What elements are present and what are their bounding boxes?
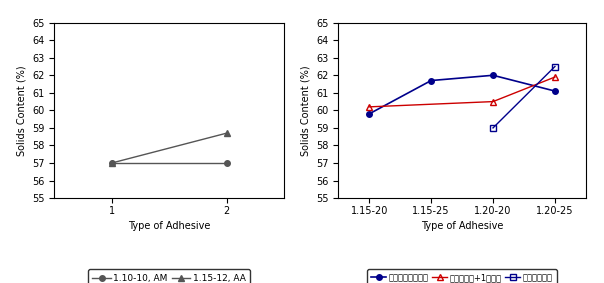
Y-axis label: Solids Content (%): Solids Content (%) (16, 65, 27, 156)
Legend: 폴리아미노산반응, 폴리아미노+1차요소, 요소동시쳊가: 폴리아미노산반응, 폴리아미노+1차요소, 요소동시쳊가 (367, 269, 557, 283)
X-axis label: Type of Adhesive: Type of Adhesive (128, 221, 210, 231)
Legend: 1.10-10, AM, 1.15-12, AA: 1.10-10, AM, 1.15-12, AA (88, 269, 250, 283)
X-axis label: Type of Adhesive: Type of Adhesive (421, 221, 503, 231)
Y-axis label: Solids Content (%): Solids Content (%) (300, 65, 310, 156)
